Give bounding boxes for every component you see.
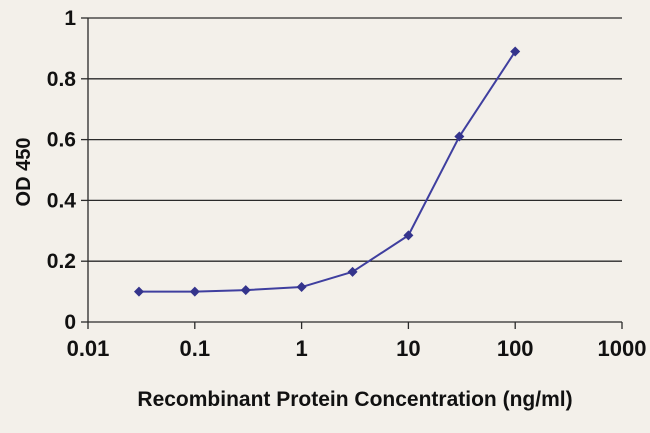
- data-point-marker: [240, 285, 251, 296]
- data-point-marker: [510, 46, 521, 57]
- data-point-marker: [189, 286, 200, 297]
- x-tick-label: 100: [497, 336, 534, 361]
- x-tick-label: 1: [295, 336, 307, 361]
- y-axis-title: OD 450: [13, 138, 35, 207]
- data-point-marker: [347, 266, 358, 277]
- x-tick-label: 10: [396, 336, 420, 361]
- y-tick-label: 0.6: [47, 129, 76, 152]
- data-point-marker: [296, 282, 307, 293]
- y-tick-label: 0: [64, 311, 76, 334]
- data-point-marker: [403, 230, 414, 241]
- y-tick-label: 1: [64, 7, 76, 30]
- y-tick-label: 0.2: [47, 250, 76, 273]
- data-point-marker: [454, 131, 465, 142]
- x-tick-label: 0.1: [180, 336, 211, 361]
- y-tick-label: 0.8: [47, 68, 77, 91]
- x-tick-label: 1000: [598, 336, 647, 361]
- y-tick-label: 0.4: [47, 189, 77, 212]
- series-line: [138, 50, 517, 293]
- data-point-marker: [133, 286, 144, 297]
- x-axis-title: Recombinant Protein Concentration (ng/ml…: [137, 388, 572, 411]
- x-tick-label: 0.01: [67, 336, 110, 361]
